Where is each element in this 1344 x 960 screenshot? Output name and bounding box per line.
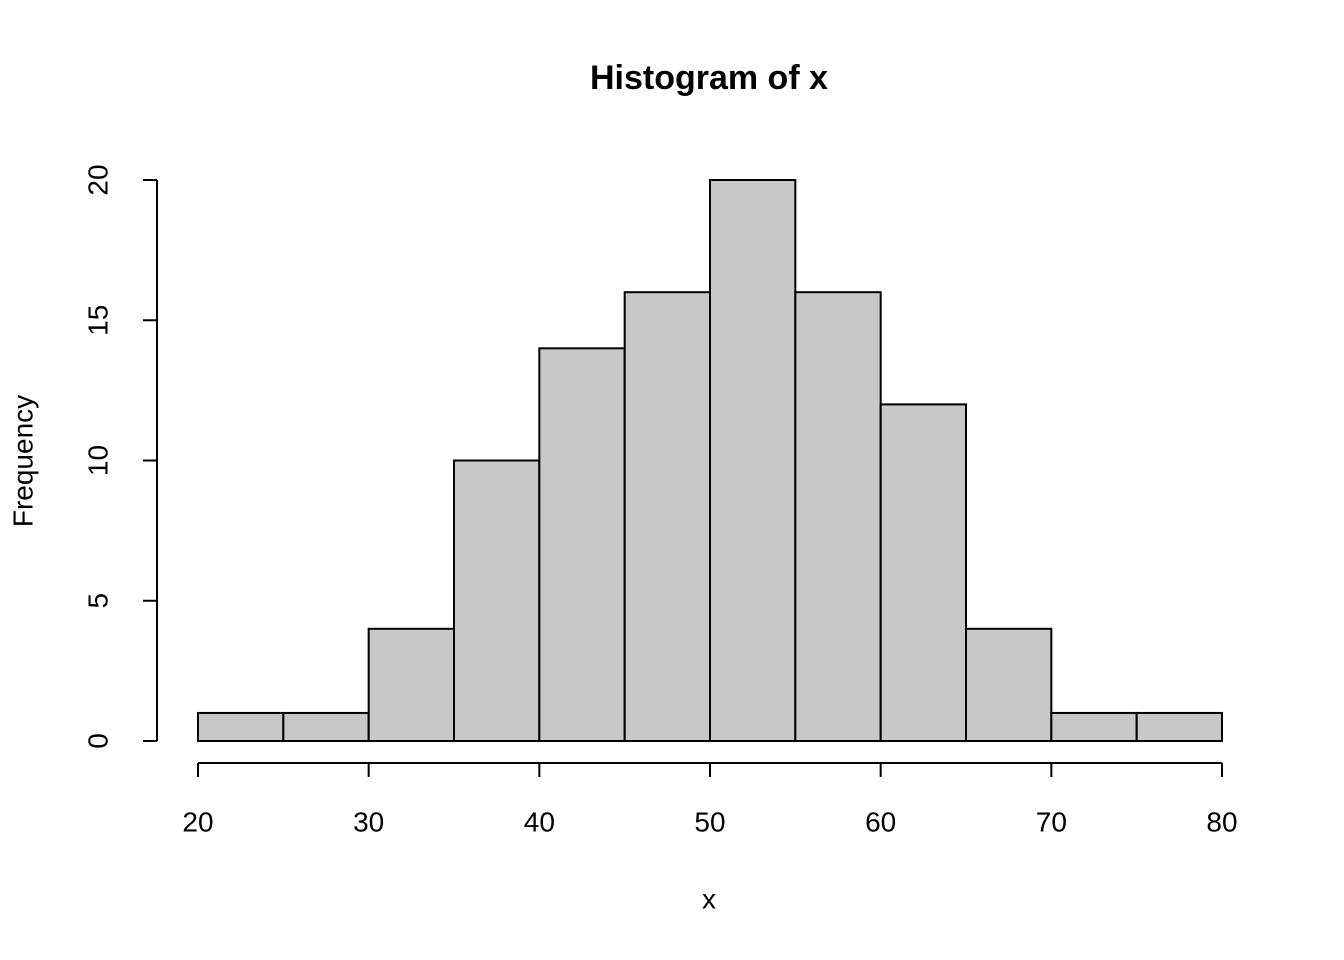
x-tick-label: 50 xyxy=(694,806,725,837)
x-tick-label: 30 xyxy=(353,806,384,837)
y-tick-label: 15 xyxy=(82,305,113,336)
bar xyxy=(1135,711,1223,743)
x-tick-label: 20 xyxy=(182,806,213,837)
bar xyxy=(879,403,968,742)
bar xyxy=(1050,711,1138,743)
bar xyxy=(623,291,712,742)
bar xyxy=(965,627,1053,742)
x-tick-label: 80 xyxy=(1206,806,1237,837)
bar xyxy=(282,711,370,743)
x-axis-label: x xyxy=(702,883,716,914)
y-axis-label: Frequency xyxy=(7,395,38,527)
x-tick-label: 70 xyxy=(1036,806,1067,837)
y-tick-label: 10 xyxy=(82,445,113,476)
bar xyxy=(538,347,626,742)
bar xyxy=(794,291,882,742)
y-tick-label: 5 xyxy=(82,593,113,609)
bar xyxy=(367,627,455,742)
bar xyxy=(709,179,797,742)
x-tick-label: 40 xyxy=(524,806,555,837)
chart-title: Histogram of x xyxy=(590,59,828,97)
bar xyxy=(197,711,285,743)
bar xyxy=(453,459,541,742)
y-tick-label: 0 xyxy=(82,733,113,749)
x-tick-label: 60 xyxy=(865,806,896,837)
y-tick-label: 20 xyxy=(82,164,113,195)
